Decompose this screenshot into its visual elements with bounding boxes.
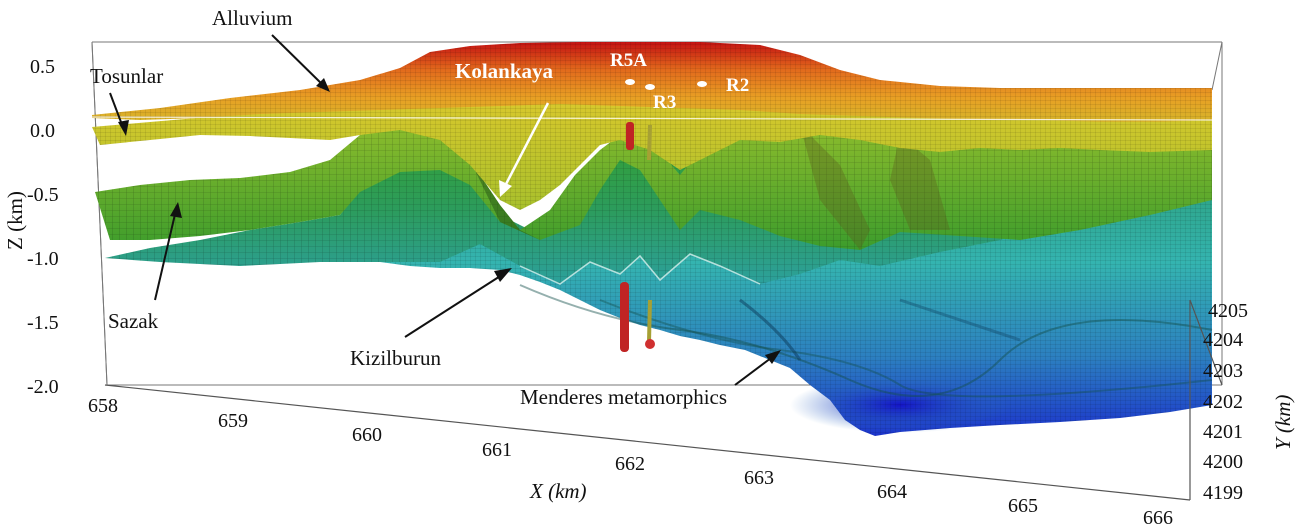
y-tick-0: 4205 <box>1208 300 1248 322</box>
well-r3-bottom <box>645 339 655 349</box>
kolankaya-surface <box>95 125 1212 250</box>
y-tick-6: 4199 <box>1203 482 1243 504</box>
x-axis: 658 659 660 661 662 663 664 665 666 X (k… <box>88 395 1173 527</box>
annotations: Alluvium Tosunlar Kolankaya Sazak Kizilb… <box>90 6 781 409</box>
well-r5a-upper <box>626 122 634 150</box>
box-near-edges <box>104 299 1223 501</box>
y-tick-2: 4203 <box>1203 360 1243 382</box>
x-tick-2: 660 <box>352 424 382 446</box>
well-r5a-lower <box>620 282 629 352</box>
label-tosunlar: Tosunlar <box>90 64 163 88</box>
sazak-surface <box>105 135 1212 285</box>
x-tick-8: 666 <box>1143 507 1173 527</box>
z-tick-4: -1.5 <box>27 312 59 334</box>
z-axis: 0.5 0.0 -0.5 -1.0 -1.5 -2.0 Z (km) <box>3 56 59 398</box>
well-r3-upper <box>647 124 652 161</box>
label-alluvium: Alluvium <box>212 6 293 30</box>
label-menderes: Menderes metamorphics <box>520 385 727 409</box>
y-tick-5: 4200 <box>1203 451 1243 473</box>
well-r3-lower <box>647 299 652 343</box>
z-tick-3: -1.0 <box>27 248 59 270</box>
z-tick-2: -0.5 <box>27 184 59 206</box>
label-kizilburun: Kizilburun <box>350 346 441 370</box>
x-tick-7: 665 <box>1008 495 1038 517</box>
well-label-r3: R3 <box>653 92 676 113</box>
well-r3-head <box>645 84 655 90</box>
z-tick-0: 0.5 <box>30 56 55 78</box>
z-tick-1: 0.0 <box>30 120 55 142</box>
y-axis: 4205 4204 4203 4202 4201 4200 4199 Y (km… <box>1203 300 1295 504</box>
well-r2-head <box>697 81 707 87</box>
label-sazak: Sazak <box>108 309 159 333</box>
y-tick-4: 4201 <box>1203 421 1243 443</box>
x-tick-4: 662 <box>615 453 645 475</box>
x-tick-0: 658 <box>88 395 118 417</box>
label-kolankaya: Kolankaya <box>455 59 554 83</box>
well-r5a-head <box>625 79 635 85</box>
x-axis-label: X (km) <box>529 479 587 503</box>
tosunlar-surface <box>92 100 1212 210</box>
z-tick-5: -2.0 <box>27 376 59 398</box>
well-label-r5a: R5A <box>610 50 647 71</box>
x-tick-1: 659 <box>218 410 248 432</box>
y-tick-1: 4204 <box>1203 329 1243 351</box>
x-tick-5: 663 <box>744 467 774 489</box>
well-label-r2: R2 <box>726 75 749 96</box>
z-axis-label: Z (km) <box>3 191 27 250</box>
x-tick-3: 661 <box>482 439 512 461</box>
y-axis-label: Y (km) <box>1271 395 1295 450</box>
x-tick-6: 664 <box>877 481 907 503</box>
y-tick-3: 4202 <box>1203 391 1243 413</box>
alluvium-surface <box>91 42 1213 122</box>
wells: R5A R3 R2 <box>610 50 749 352</box>
